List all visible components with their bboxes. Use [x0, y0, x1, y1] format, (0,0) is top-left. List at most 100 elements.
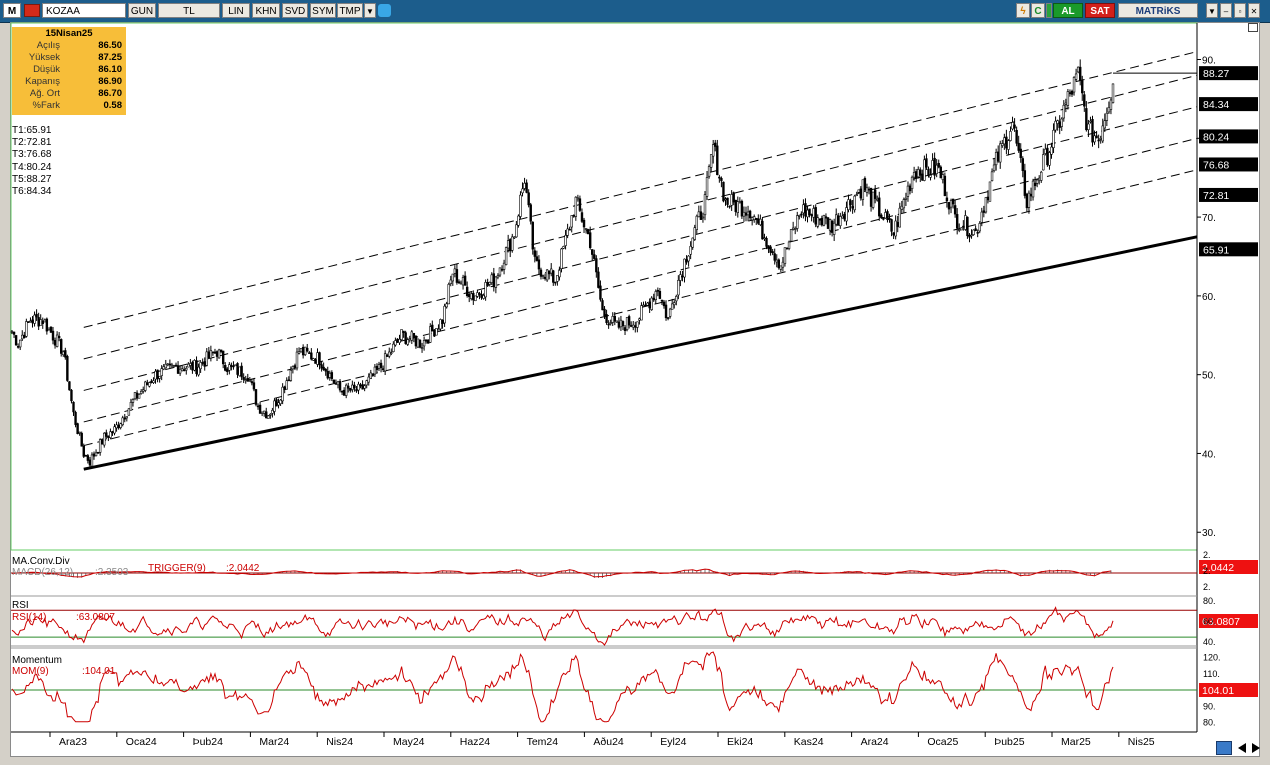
window-menu-icon[interactable]: ▼: [1206, 3, 1218, 18]
candle-body: [94, 452, 98, 457]
candle-body: [414, 335, 418, 347]
candle-body: [958, 229, 961, 231]
candle-body: [818, 218, 822, 221]
candle-body: [375, 366, 379, 370]
maximize-icon[interactable]: ▫: [1234, 3, 1246, 18]
candle-body: [47, 327, 51, 330]
candle-body: [939, 166, 942, 179]
candle-body: [902, 199, 906, 209]
lightning-icon[interactable]: ϟ: [1016, 3, 1030, 18]
momentum-line: [11, 651, 1114, 723]
candle-body: [148, 382, 151, 387]
khn-button[interactable]: KHN: [252, 3, 280, 18]
scroll-left-icon[interactable]: [1238, 743, 1246, 753]
candle-body: [670, 303, 674, 310]
candle-body: [388, 351, 391, 357]
candle-body: [453, 268, 457, 274]
candle-body: [431, 324, 434, 332]
candle-body: [1081, 80, 1084, 94]
logo-button[interactable]: M: [3, 3, 21, 18]
scroll-sync-icon[interactable]: [1216, 741, 1232, 755]
candle-body: [568, 228, 571, 231]
candle-body: [150, 380, 153, 383]
candle-body: [744, 212, 748, 216]
candle-body: [1105, 112, 1109, 121]
candle-body: [890, 219, 893, 232]
candle-body: [98, 439, 102, 453]
svd-button[interactable]: SVD: [282, 3, 308, 18]
candle-body: [558, 270, 561, 278]
candle-body: [41, 320, 44, 324]
candle-body: [976, 232, 979, 234]
candle-body: [867, 188, 871, 191]
candle-body: [377, 364, 381, 369]
candle-body: [367, 376, 370, 383]
candle-body: [328, 372, 331, 378]
price-panel-frame: [10, 22, 1198, 551]
candle-body: [636, 321, 639, 328]
candle-body: [465, 286, 469, 297]
scale-lin-button[interactable]: LIN: [222, 3, 250, 18]
candle-body: [652, 297, 655, 301]
momentum-series-name: MOM(9): [12, 666, 49, 677]
candle-body: [279, 399, 282, 405]
price-tag-label: 88.27: [1203, 68, 1229, 80]
minimize-icon[interactable]: –: [1220, 3, 1232, 18]
green-square-icon[interactable]: [1046, 3, 1052, 18]
candle-body: [35, 313, 38, 318]
y-tick-label: 40.: [1202, 449, 1216, 460]
candle-body: [213, 351, 217, 354]
candle-body: [931, 160, 934, 174]
candle-body: [574, 196, 578, 217]
candle-body: [863, 178, 867, 191]
tmp-button[interactable]: TMP: [337, 3, 363, 18]
price-tag-box: [1199, 66, 1258, 81]
candle-body: [919, 169, 922, 176]
candle-body: [506, 240, 510, 249]
candle-body: [486, 282, 489, 286]
candle-body: [830, 220, 834, 233]
macd-tick-label: 2.: [1203, 550, 1211, 560]
candle-body: [66, 356, 69, 381]
sym-button[interactable]: SYM: [310, 3, 336, 18]
info-row-high: Yüksek 87.25: [12, 52, 126, 64]
buy-button[interactable]: AL: [1053, 3, 1083, 18]
candle-body: [135, 392, 139, 399]
info-label: Ağ. Ort: [29, 88, 60, 99]
candle-body: [400, 329, 403, 340]
scroll-right-icon[interactable]: [1252, 743, 1260, 753]
panel-collapse-icon[interactable]: [1248, 23, 1258, 32]
candle-body: [527, 192, 530, 206]
candle-body: [62, 351, 65, 356]
price-tag-label: 84.34: [1203, 99, 1229, 111]
candle-body: [720, 178, 723, 181]
rsi-tick-label: 60.: [1203, 616, 1216, 626]
candle-body: [746, 211, 750, 216]
candle-body: [386, 354, 389, 357]
currency-tl-button[interactable]: TL: [158, 3, 220, 18]
candle-body: [605, 314, 608, 323]
price-tag-label: 80.24: [1203, 131, 1229, 143]
candle-body: [29, 320, 32, 323]
candle-body: [178, 368, 182, 374]
candle-body: [1058, 121, 1061, 128]
info-label: Kapanış: [25, 76, 60, 87]
candle-body: [736, 201, 739, 213]
candle-body: [691, 237, 694, 248]
candle-body: [675, 296, 678, 302]
period-gun-button[interactable]: GUN: [128, 3, 156, 18]
twitter-bird-icon[interactable]: [378, 4, 391, 17]
candle-body: [791, 227, 795, 230]
sell-button[interactable]: SAT: [1085, 3, 1115, 18]
refresh-icon[interactable]: C: [1031, 3, 1045, 18]
candle-body: [330, 372, 334, 379]
close-icon[interactable]: ✕: [1248, 3, 1260, 18]
candle-body: [349, 388, 352, 391]
candle-body: [394, 340, 397, 346]
symbol-field[interactable]: KOZAA: [42, 3, 126, 18]
candle-body: [78, 431, 81, 434]
info-row-close: Kapanış 86.90: [12, 76, 126, 88]
candle-body: [537, 259, 541, 270]
dropdown-arrow-icon[interactable]: ▼: [364, 3, 376, 18]
